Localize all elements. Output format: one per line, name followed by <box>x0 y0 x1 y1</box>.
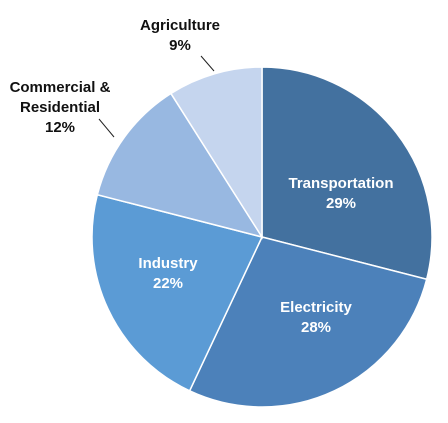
pie-slice-commercial-and-residential <box>96 92 264 239</box>
slice-percent-commercial-and-residential: 12% <box>45 119 75 136</box>
pie-slice-transportation <box>261 66 433 281</box>
slice-percent-electricity: 28% <box>301 319 331 336</box>
leader-line-commercial-and-residential <box>98 118 115 138</box>
pie-slice-electricity <box>188 236 428 408</box>
slice-percent-agriculture: 9% <box>169 37 191 54</box>
leader-line-agriculture <box>200 55 215 72</box>
slice-percent-industry: 22% <box>153 275 183 292</box>
slice-percent-transportation: 29% <box>326 195 356 212</box>
slice-label-transportation: Transportation 29% <box>288 175 393 212</box>
slice-name-commercial-and-residential: Residential <box>20 99 100 116</box>
pie-slices <box>91 66 433 408</box>
slice-label-industry: Industry 22% <box>138 255 198 292</box>
pie-slice-industry <box>91 193 264 392</box>
slice-name-industry: Industry <box>138 255 198 272</box>
slice-label-electricity: Electricity 28% <box>280 299 352 336</box>
pie-slice-agriculture <box>169 66 263 240</box>
pie-labels: Transportation 29% Electricity 28% Industry 2… <box>10 17 394 336</box>
slice-name-agriculture: Agriculture <box>140 17 220 34</box>
slice-name-transportation: Transportation <box>288 175 393 192</box>
slice-name-commercial-and-residential: Commercial & <box>10 79 111 96</box>
slice-label-commercial-and-residential: Commercial & Residential 12% <box>10 79 111 136</box>
slice-name-electricity: Electricity <box>280 299 352 316</box>
slice-label-agriculture: Agriculture 9% <box>140 17 220 54</box>
